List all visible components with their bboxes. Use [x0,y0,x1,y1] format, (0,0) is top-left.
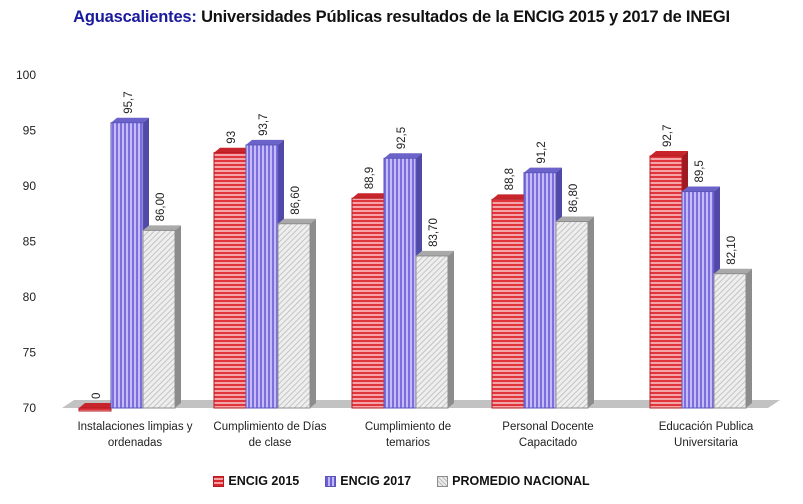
bar-side [746,268,752,408]
bar-front [245,144,279,409]
bar-front [351,197,385,409]
bar-top [556,216,594,222]
bar-front [649,155,683,409]
y-tick-label: 85 [23,235,37,249]
bar-front [78,407,112,412]
bar-side [310,218,316,408]
bar-top [246,139,284,145]
bar-front [491,198,525,409]
x-tick-label: Personal Docente [502,421,593,433]
bar-front [213,152,247,409]
bar-top [650,151,688,157]
bar-top [278,218,316,224]
legend-swatch [325,475,337,487]
data-label: 93 [226,131,238,144]
legend-swatch [437,475,449,487]
x-tick-label: Capacitado [519,437,577,449]
y-tick-label: 100 [16,68,36,82]
legend: ENCIG 2015 ENCIG 2017 PROMEDIO NACIONAL [0,474,803,488]
bar-top [524,167,562,173]
bar-top [111,117,149,123]
bar-top [682,186,720,192]
x-tick-label: Instalaciones limpias y [77,421,192,433]
bar-front [555,221,589,409]
bar-front [277,223,311,409]
data-label: 83,70 [428,218,440,247]
x-tick-label: Educación Publica [659,421,754,433]
bar-top [384,153,422,159]
bar-top [214,147,252,153]
chart-title-text: Universidades Públicas resultados de la … [196,8,730,26]
bar-chart: 70 75 80 85 90 95 100 0 95,7 86,00 93 93,7 86,60 88,… [16,68,780,449]
bar-front [681,191,715,409]
data-label: 89,5 [694,160,706,182]
chart-title-highlight: Aguascalientes: [73,8,197,26]
x-tick-label: ordenadas [108,437,163,449]
bar-promedio-nacional [713,268,752,409]
bar-front [415,255,449,409]
data-label: 0 [91,393,103,399]
bar-front [523,172,557,409]
y-tick-label: 75 [23,346,37,360]
bar-top [416,250,454,256]
data-label: 88,8 [504,168,516,190]
bar-top [714,268,752,274]
y-tick-label: 70 [23,401,37,415]
data-label: 82,10 [726,236,738,265]
bar-promedio-nacional [277,218,316,409]
data-label: 86,60 [290,186,302,215]
y-tick-label: 80 [23,290,37,304]
data-label: 91,2 [536,141,548,163]
bar-top [143,225,181,231]
bar-top [492,194,530,200]
x-tick-label: Cumplimiento de Días [213,421,326,433]
x-tick-label: Cumplimiento de [365,421,451,433]
bar-front [110,122,144,409]
data-label: 88,9 [364,167,376,189]
legend-item: PROMEDIO NACIONAL [437,474,590,488]
bar-side [175,225,181,408]
data-label: 92,5 [396,127,408,149]
legend-label: PROMEDIO NACIONAL [452,474,590,488]
legend-label: ENCIG 2017 [340,474,412,488]
legend-item: ENCIG 2015 [213,474,299,488]
bar-front [383,157,417,409]
legend-label: ENCIG 2015 [228,474,300,488]
legend-item: ENCIG 2017 [325,474,411,488]
legend-swatch [213,475,225,487]
x-tick-label: Universitaria [674,437,739,449]
data-label: 86,00 [155,193,167,222]
data-label: 92,7 [662,125,674,147]
y-tick-label: 90 [23,179,37,193]
bar-promedio-nacional [415,250,454,409]
data-label: 93,7 [258,114,270,136]
x-tick-label: temarios [386,437,430,449]
x-tick-label: de clase [249,437,292,449]
bar-top [79,403,117,408]
bar-encig-2015 [78,403,117,412]
y-tick-label: 95 [23,124,37,138]
bar-promedio-nacional [142,225,181,409]
bar-side [448,250,454,408]
bar-front [142,229,176,409]
bar-side [588,216,594,408]
bar-front [713,273,747,409]
bar-promedio-nacional [555,216,594,409]
chart-title: Aguascalientes: Universidades Públicas r… [0,8,803,27]
bar-top [352,193,390,199]
data-label: 86,80 [568,184,580,213]
data-label: 95,7 [123,91,135,113]
